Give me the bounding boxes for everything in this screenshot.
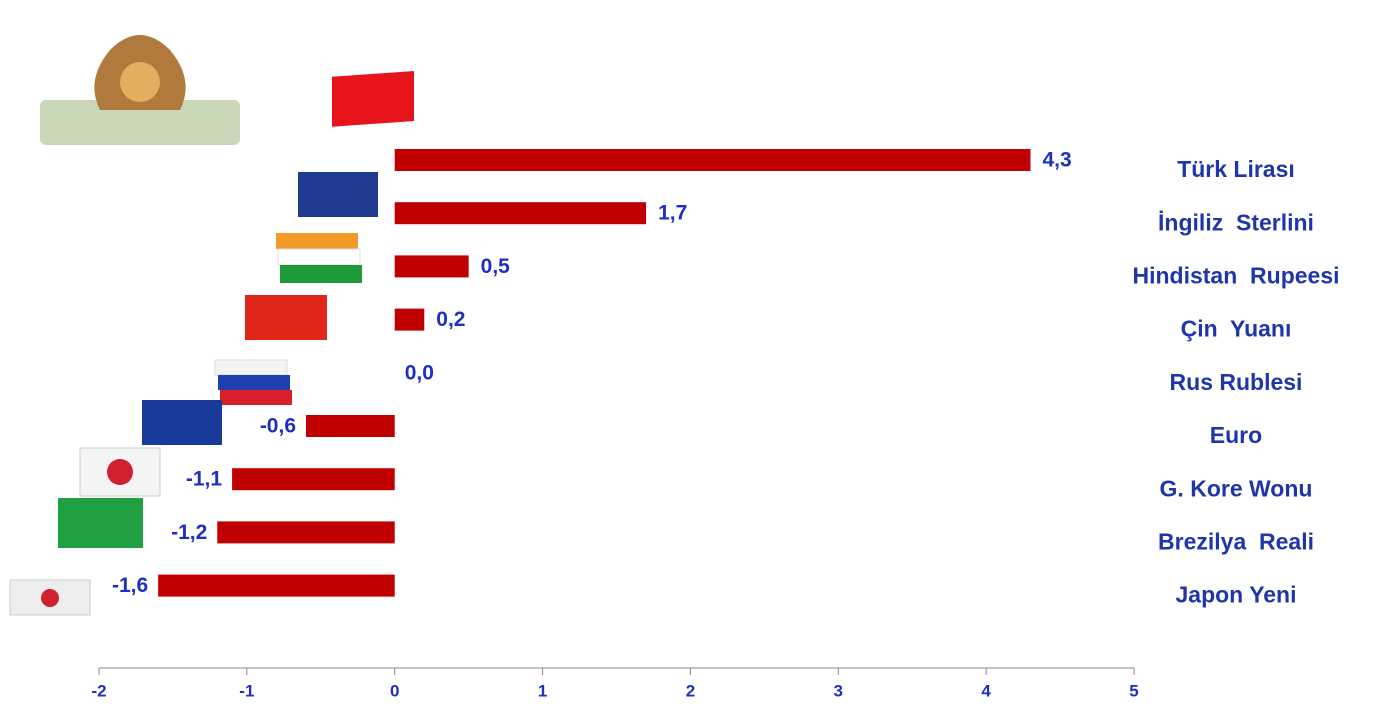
value-label: -0,6 bbox=[260, 415, 296, 438]
value-label: 0,0 bbox=[405, 361, 434, 384]
x-tick-label: -2 bbox=[91, 681, 106, 700]
category-label: İngiliz Sterlini bbox=[1158, 209, 1314, 235]
x-tick-label: 1 bbox=[538, 681, 547, 700]
bar bbox=[394, 308, 425, 331]
bar bbox=[158, 574, 395, 597]
value-label: 4,3 bbox=[1043, 149, 1072, 172]
category-label: Rus Rublesi bbox=[1170, 369, 1303, 395]
category-label: Türk Lirası bbox=[1177, 156, 1295, 182]
category-label: Japon Yeni bbox=[1175, 582, 1296, 608]
x-tick-label: 0 bbox=[390, 681, 399, 700]
x-tick-label: 3 bbox=[834, 681, 843, 700]
value-label: 0,5 bbox=[481, 255, 511, 278]
value-label: -1,2 bbox=[171, 521, 207, 544]
category-label: Euro bbox=[1210, 422, 1262, 448]
category-label: G. Kore Wonu bbox=[1160, 475, 1313, 501]
x-tick-label: 5 bbox=[1129, 681, 1138, 700]
value-label: 0,2 bbox=[436, 308, 465, 331]
decoration bbox=[9, 35, 414, 616]
bar bbox=[394, 149, 1031, 171]
bar bbox=[232, 468, 395, 491]
bar bbox=[394, 255, 469, 278]
category-label: Çin Yuanı bbox=[1181, 316, 1292, 342]
value-label: -1,1 bbox=[186, 468, 223, 491]
bar bbox=[217, 521, 395, 544]
bar bbox=[306, 415, 395, 437]
category-label: Brezilya Reali bbox=[1158, 528, 1314, 554]
value-label: 1,7 bbox=[658, 202, 687, 225]
value-label: -1,6 bbox=[112, 574, 148, 597]
category-label: Hindistan Rupeesi bbox=[1132, 262, 1339, 288]
bar bbox=[394, 202, 647, 225]
x-tick-label: -1 bbox=[239, 681, 254, 700]
x-tick-label: 2 bbox=[686, 681, 695, 700]
x-tick-label: 4 bbox=[981, 681, 991, 700]
